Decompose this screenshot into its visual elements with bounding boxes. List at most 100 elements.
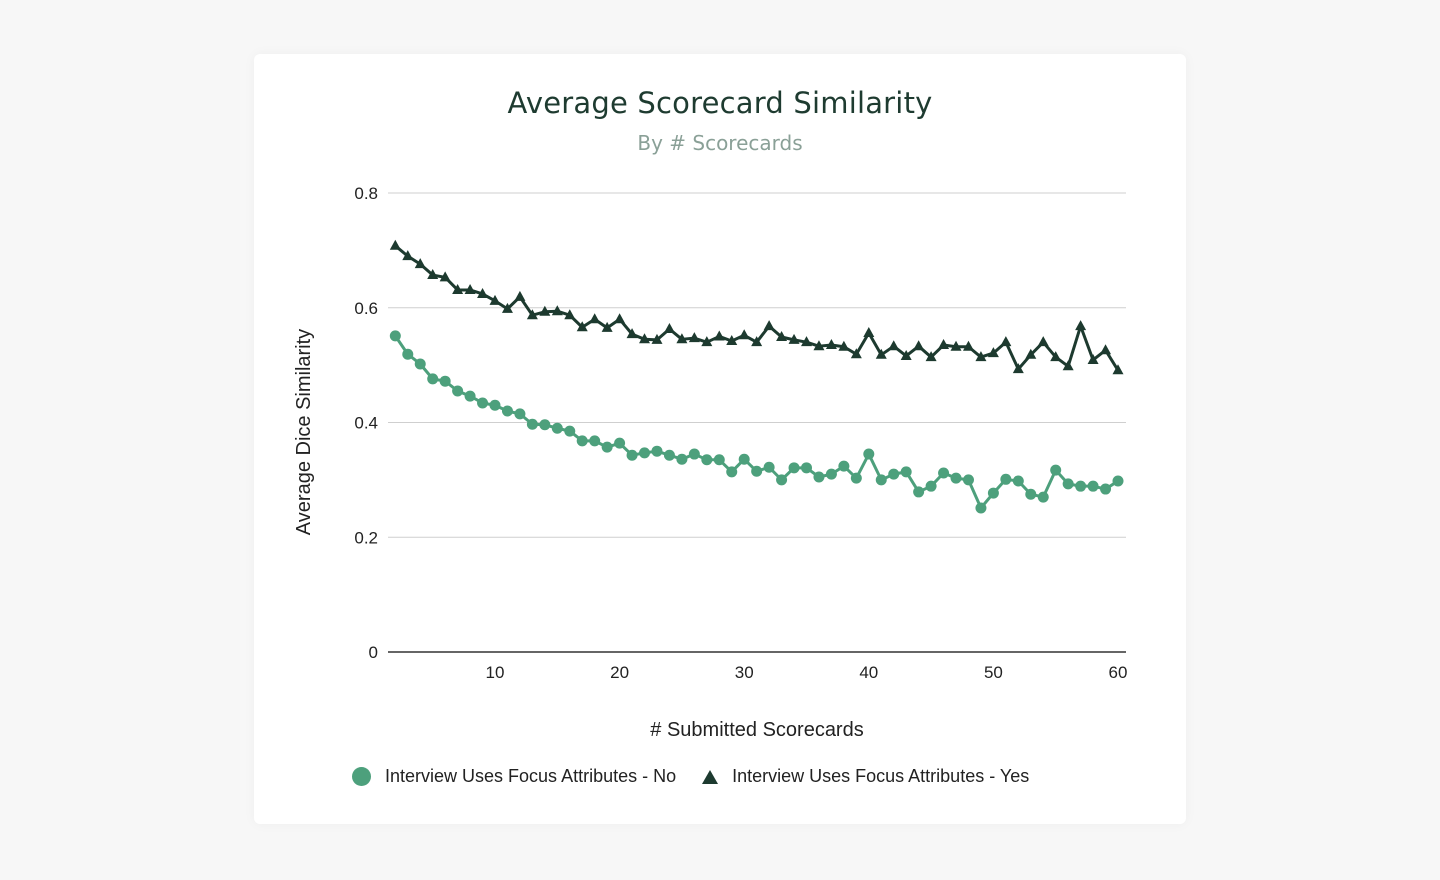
data-point — [601, 321, 613, 332]
data-point — [414, 258, 426, 269]
data-point — [938, 467, 950, 479]
data-point — [763, 320, 775, 331]
data-point — [888, 340, 900, 351]
data-point — [676, 333, 688, 344]
data-point — [1000, 473, 1012, 485]
y-tick-label: 0.8 — [354, 184, 378, 203]
data-point — [477, 397, 489, 409]
data-point — [713, 454, 725, 466]
data-point — [464, 283, 476, 294]
data-point — [489, 294, 501, 305]
data-point — [1025, 348, 1037, 359]
data-point — [477, 287, 489, 298]
data-point — [402, 250, 414, 261]
data-point — [938, 339, 950, 350]
data-point — [1087, 480, 1099, 492]
data-point — [427, 269, 439, 280]
data-point — [626, 449, 638, 461]
data-point — [1025, 488, 1037, 500]
x-tick-label: 50 — [984, 663, 1003, 682]
data-point — [1062, 478, 1074, 490]
data-point — [551, 422, 563, 434]
data-point — [1100, 344, 1112, 355]
data-point — [763, 461, 775, 473]
y-tick-label: 0.6 — [354, 299, 378, 318]
y-axis-label: Average Dice Similarity — [293, 329, 315, 535]
data-point — [751, 336, 763, 347]
data-point — [701, 336, 713, 347]
legend-item-yes[interactable]: Interview Uses Focus Attributes - Yes — [702, 766, 1029, 787]
data-point — [813, 471, 825, 483]
data-point — [863, 448, 875, 460]
y-tick-label: 0.2 — [354, 528, 378, 547]
series-no — [389, 330, 1124, 514]
series-yes — [389, 239, 1124, 375]
data-point — [987, 347, 999, 358]
data-point — [838, 340, 850, 351]
data-point — [1050, 351, 1062, 362]
data-point — [1000, 336, 1012, 347]
data-point — [962, 474, 974, 486]
data-point — [564, 425, 576, 437]
data-point — [626, 328, 638, 339]
data-point — [850, 348, 862, 359]
data-point — [776, 474, 788, 486]
data-point — [962, 340, 974, 351]
data-point — [688, 448, 700, 460]
data-point — [688, 332, 700, 343]
data-point — [439, 271, 451, 282]
data-point — [913, 340, 925, 351]
data-point — [1112, 475, 1124, 487]
x-tick-label: 20 — [610, 663, 629, 682]
legend-item-no[interactable]: Interview Uses Focus Attributes - No — [352, 766, 676, 787]
data-point — [900, 349, 912, 360]
circle-marker-icon — [352, 767, 371, 786]
data-point — [614, 437, 626, 449]
data-point — [526, 418, 538, 430]
data-point — [389, 239, 401, 250]
data-point — [663, 449, 675, 461]
chart-card — [254, 54, 1186, 824]
data-point — [427, 373, 439, 385]
data-point — [975, 502, 987, 514]
data-point — [987, 487, 999, 499]
data-point — [1100, 483, 1112, 495]
data-point — [713, 330, 725, 341]
data-point — [875, 348, 887, 359]
x-tick-label: 30 — [735, 663, 754, 682]
data-point — [539, 419, 551, 431]
data-point — [414, 358, 426, 370]
data-point — [1037, 336, 1049, 347]
data-point — [1062, 360, 1074, 371]
chart-title: Average Scorecard Similarity — [507, 86, 933, 120]
data-point — [389, 330, 401, 342]
data-point — [589, 435, 601, 447]
data-point — [651, 333, 663, 344]
data-point — [1087, 353, 1099, 364]
data-point — [825, 468, 837, 480]
data-point — [639, 447, 651, 459]
data-point — [501, 405, 513, 417]
data-point — [788, 333, 800, 344]
data-point — [639, 333, 651, 344]
data-point — [514, 290, 526, 301]
data-point — [925, 480, 937, 492]
data-point — [813, 340, 825, 351]
data-point — [564, 309, 576, 320]
data-point — [402, 348, 414, 360]
data-point — [526, 309, 538, 320]
data-point — [1012, 363, 1024, 374]
data-point — [576, 435, 588, 447]
data-point — [489, 399, 501, 411]
legend-label-no: Interview Uses Focus Attributes - No — [385, 766, 677, 786]
data-point — [1012, 475, 1024, 487]
data-point — [439, 375, 451, 387]
data-point — [1112, 364, 1124, 375]
data-point — [614, 313, 626, 324]
data-point — [464, 390, 476, 402]
data-point — [589, 313, 601, 324]
x-tick-label: 60 — [1109, 663, 1128, 682]
x-tick-label: 10 — [486, 663, 505, 682]
data-point — [825, 339, 837, 350]
data-point — [651, 445, 663, 457]
